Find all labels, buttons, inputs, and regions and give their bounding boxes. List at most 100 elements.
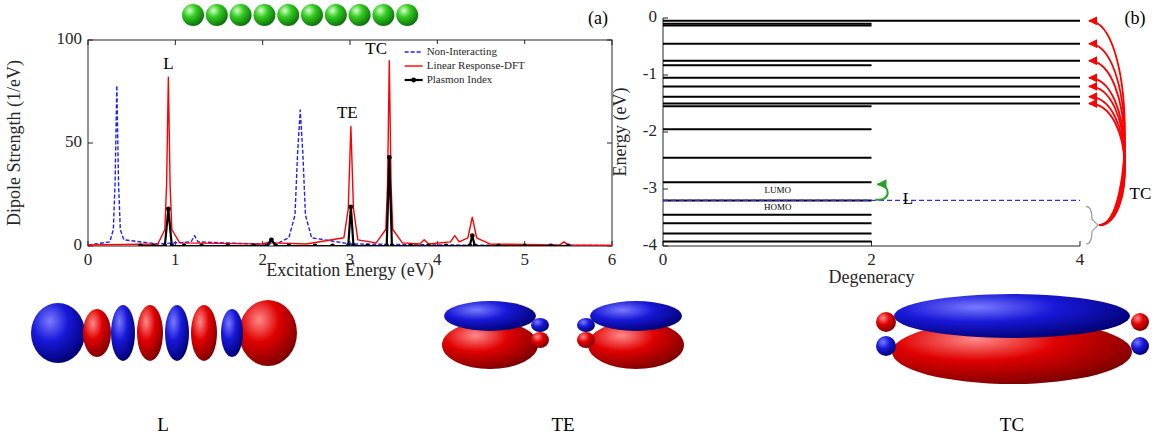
isosurface-lobe <box>531 332 549 348</box>
y-axis-title: Dipole Strength (1/eV) <box>4 60 25 226</box>
series-marker <box>496 244 501 246</box>
x-tick <box>175 40 176 45</box>
y-tick-label: 50 <box>65 132 82 151</box>
series-marker <box>472 244 477 246</box>
plot-data <box>663 21 1080 242</box>
legend-label: Non-Interacting <box>427 45 498 57</box>
energy-level <box>663 222 872 224</box>
transition-label: L <box>903 189 913 208</box>
y-tick-label: 100 <box>57 29 83 48</box>
isosurface-label: TE <box>551 414 574 435</box>
x-tick-label: 1 <box>171 250 180 269</box>
energy-level <box>663 105 872 107</box>
legend: Non-InteractingLinear Response-DFTPlasmo… <box>402 44 532 90</box>
x-tick <box>262 40 263 45</box>
x-axis-title: Excitation Energy (eV) <box>266 260 434 281</box>
series-marker <box>444 244 449 246</box>
tc-arrow <box>1089 86 1125 225</box>
energy-level <box>663 60 1080 62</box>
y-tick <box>663 189 668 190</box>
x-tick-label: 0 <box>84 250 93 269</box>
x-tick <box>88 40 89 45</box>
energy-level <box>663 64 872 66</box>
isosurface-label: TC <box>1000 414 1024 435</box>
tc-arrow <box>1089 97 1125 226</box>
isosurface-lobe <box>1131 313 1149 331</box>
isosurface-lobe <box>876 336 896 356</box>
tc-arrow <box>1089 21 1125 225</box>
x-tick-label: 4 <box>1076 250 1085 269</box>
x-axis-title: Degeneracy <box>829 267 915 287</box>
tc-arrow <box>1089 44 1125 226</box>
brace <box>1086 206 1098 244</box>
tc-arrow <box>1089 61 1125 225</box>
atom <box>301 4 323 26</box>
series-marker <box>330 244 335 246</box>
isosurface-lobe <box>894 294 1130 338</box>
legend-swatch <box>405 51 423 52</box>
series-marker <box>522 244 527 246</box>
atom <box>325 4 347 26</box>
isosurface-lobe <box>577 332 595 348</box>
isosurface-lobe <box>1131 337 1149 355</box>
series-marker <box>273 244 278 246</box>
series-marker <box>566 244 571 246</box>
series-marker <box>199 244 204 246</box>
panel-label: (a) <box>588 8 608 29</box>
isosurface-lobe <box>590 301 682 331</box>
atom <box>253 4 275 26</box>
x-tick <box>612 40 613 45</box>
y-tick <box>607 40 612 41</box>
atom <box>230 4 252 26</box>
y-tick <box>663 132 668 133</box>
isosurface-lobe <box>83 309 111 357</box>
peak-label: L <box>163 54 173 73</box>
tc-arrow <box>1089 78 1125 225</box>
x-tick-label: 6 <box>608 250 617 269</box>
series-marker <box>351 244 356 246</box>
series-marker <box>365 244 370 246</box>
series-marker <box>166 207 171 212</box>
legend-swatch <box>405 65 423 66</box>
series-marker <box>426 244 431 246</box>
series-marker <box>286 244 291 246</box>
series-marker <box>387 155 392 160</box>
energy-level <box>663 77 1080 79</box>
y-tick-label: -2 <box>643 121 657 140</box>
series-marker <box>409 244 414 246</box>
x-tick-label: 0 <box>659 250 668 269</box>
orbital-label: LUMO <box>764 185 791 195</box>
transition-label: TC <box>1130 184 1152 203</box>
y-tick <box>88 40 93 41</box>
series-marker <box>348 204 353 209</box>
series-marker <box>269 237 274 242</box>
isosurface-lobe <box>876 312 896 332</box>
series-marker <box>313 244 318 246</box>
energy-level <box>663 103 1080 105</box>
isosurfaces: LTETC <box>31 294 1149 435</box>
legend-label: Plasmon Index <box>427 73 493 85</box>
atom <box>182 4 204 26</box>
isosurface-lobe <box>31 303 85 363</box>
energy-level <box>663 96 1080 98</box>
isosurface-lobe <box>221 309 243 357</box>
orbital-label: HOMO <box>764 202 792 212</box>
energy-level <box>663 157 872 159</box>
x-tick-label: 4 <box>433 250 442 269</box>
atom <box>396 4 418 26</box>
energy-level <box>663 85 1080 87</box>
atom-chain <box>182 4 418 26</box>
energy-level <box>663 23 872 25</box>
y-tick-label: -4 <box>643 235 658 254</box>
legend-swatch-marker <box>411 78 416 83</box>
y-tick <box>663 18 668 19</box>
tc-arrows <box>1089 21 1125 225</box>
isosurface-lobe <box>531 318 549 332</box>
y-tick <box>88 143 93 144</box>
plot-frame <box>88 40 612 246</box>
y-tick-label: 0 <box>74 235 83 254</box>
fermi-level <box>663 200 1080 201</box>
isosurface-lobe <box>239 300 297 366</box>
energy-level <box>663 240 872 242</box>
atom <box>277 4 299 26</box>
